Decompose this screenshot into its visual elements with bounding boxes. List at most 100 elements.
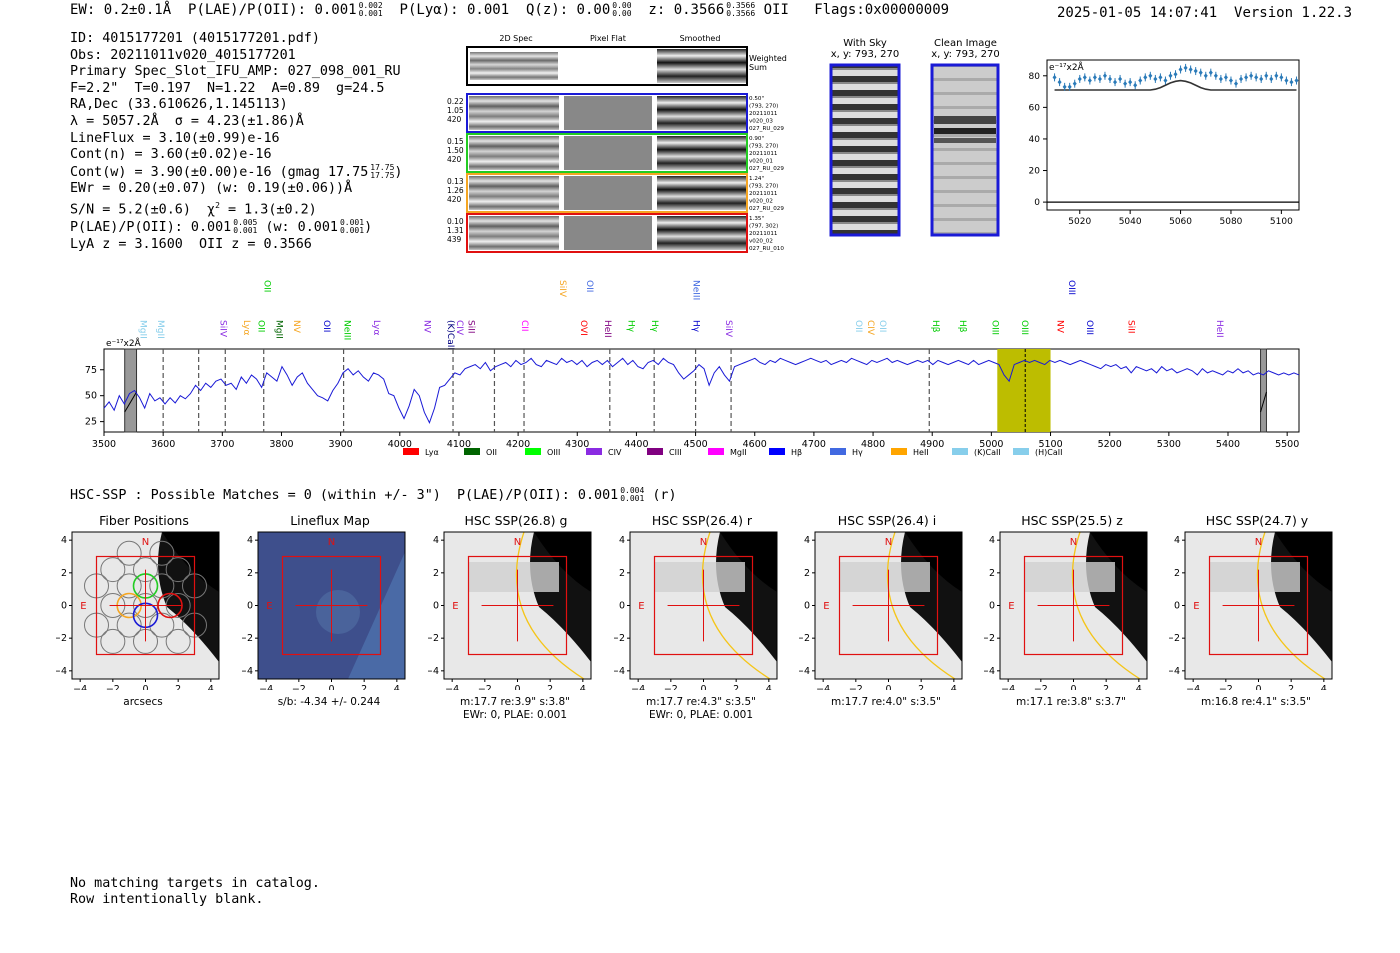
hsc-ytick: −4 — [428, 666, 439, 677]
footer-line-1: No matching targets in catalog. — [70, 876, 320, 891]
hsc-panel: N E −4 −4 −2 −2 0 0 2 2 4 4 — [984, 531, 1148, 690]
zoom-point — [1178, 66, 1183, 72]
hsc-xtick: 2 — [547, 684, 553, 690]
ew-value: EW: 0.2±0.1Å — [70, 2, 172, 18]
line-label: OII — [321, 320, 331, 332]
fiber-circle — [100, 557, 126, 583]
line-label-top: NeIII — [690, 280, 700, 300]
north-label: N — [1255, 537, 1262, 548]
north-label: N — [514, 537, 521, 548]
hsc-xtick: 2 — [175, 684, 181, 690]
hsc-ytick: 2 — [61, 568, 67, 579]
hsc-ytick: 4 — [247, 535, 253, 546]
info-lambda: λ = 5057.2Å σ = 4.23(±1.86)Å — [70, 113, 304, 129]
line-label: MgII — [273, 320, 283, 339]
cutout-meta: 027_RU_029 — [749, 206, 784, 212]
main-xtick: 4900 — [920, 439, 944, 450]
search-box — [838, 555, 939, 656]
line-label: SiIV — [217, 320, 227, 338]
hsc-ytick: −2 — [614, 633, 625, 644]
east-label: E — [823, 601, 829, 612]
line-label: SiIV — [723, 320, 733, 338]
hsc-panel-title: HSC SSP(25.5) z — [1021, 513, 1123, 528]
cutout-meta: 20211011 — [749, 231, 778, 237]
hsc-panel-caption: m:16.8 re:4.1" s:3.5" — [1201, 696, 1311, 708]
cutout-meta: 0.50" — [749, 96, 764, 102]
hsc-panel: N E −4 −4 −2 −2 0 0 2 2 4 4 — [428, 531, 592, 690]
zoom-point — [1279, 74, 1284, 80]
zoom-point — [1087, 78, 1092, 84]
col-flat-label: Pixel Flat — [590, 34, 626, 43]
line-label: OVI — [578, 320, 588, 336]
hsc-xtick: −2 — [292, 684, 306, 690]
cutout-stat: 0.22 — [447, 97, 464, 106]
main-xtick: 5200 — [1098, 439, 1122, 450]
line-label: Hγ — [691, 320, 701, 333]
zoom-point — [1143, 74, 1148, 80]
cutout-meta: v020_02 — [749, 239, 773, 245]
fiber-circle — [116, 612, 142, 638]
legend-swatch — [403, 448, 419, 455]
zoom-xtick: 5040 — [1119, 217, 1142, 227]
hsc-xtick: 4 — [394, 684, 400, 690]
main-xtick: 4700 — [802, 439, 826, 450]
main-xtick: 4000 — [388, 439, 412, 450]
north-label: N — [328, 537, 335, 548]
zoom-xtick: 5100 — [1270, 217, 1293, 227]
main-xtick: 3500 — [92, 439, 116, 450]
hsc-xtick: −4 — [1001, 684, 1015, 690]
info-sn: S/N = 5.2(±0.6) χ2 = 1.3(±0.2) — [70, 200, 317, 218]
hsc-panel-caption: m:17.7 re:4.0" s:3.5" — [831, 696, 941, 708]
hsc-panel-caption: m:17.7 re:4.3" s:3.5" EWr: 0, PLAE: 0.001 — [646, 696, 756, 721]
hsc-xtick: 0 — [514, 684, 520, 690]
cutout-meta: 027_RU_029 — [749, 166, 784, 172]
search-box — [95, 555, 196, 656]
hsc-panel-title: HSC SSP(26.4) i — [837, 513, 937, 528]
line-label: CIV — [454, 320, 464, 336]
zoom-point — [1092, 74, 1097, 80]
cutout-stat: 1.05 — [447, 106, 464, 115]
hsc-ytick: 0 — [433, 601, 439, 612]
legend-swatch — [586, 448, 602, 455]
zoom-model-line — [1054, 79, 1297, 91]
main-plot-frame — [103, 348, 1300, 433]
datetime: 2025-01-05 14:07:41 — [1057, 5, 1218, 21]
legend-swatch — [830, 448, 846, 455]
line-label: SiII — [1125, 320, 1135, 334]
cutout-meta: (793, 270) — [749, 184, 778, 190]
plya-value: P(Lyα): 0.001 — [399, 2, 510, 18]
hsc-ytick: −2 — [242, 633, 253, 644]
info-lyaz: LyA z = 3.1600 OII z = 0.3566 — [70, 236, 312, 252]
legend-swatch — [708, 448, 724, 455]
hsc-ytick: 0 — [1174, 601, 1180, 612]
info-lineflux: LineFlux = 3.10(±0.99)e-16 — [70, 130, 280, 146]
north-label: N — [142, 537, 149, 548]
zoom-point — [1284, 78, 1289, 84]
line-label: MgII — [137, 320, 147, 339]
legend-swatch — [952, 448, 968, 455]
line-label: (K)CaII — [445, 320, 455, 350]
zoom-point — [1254, 74, 1259, 80]
fiber-circle — [100, 628, 126, 654]
legend-label: MgII — [730, 448, 747, 457]
hsc-xtick: −4 — [816, 684, 830, 690]
zoom-point — [1118, 76, 1123, 82]
cutout-stat: 0.15 — [447, 137, 464, 146]
zoom-xtick: 5060 — [1169, 217, 1192, 227]
zoom-unit-label: e⁻¹⁷x2Å — [1049, 61, 1085, 73]
zoom-point — [1138, 78, 1143, 84]
footer-line-2: Row intentionally blank. — [70, 891, 264, 907]
main-xtick: 4800 — [861, 439, 885, 450]
hsc-xtick: 4 — [951, 684, 957, 690]
col-2d-label: 2D Spec — [499, 34, 532, 43]
header-line: EW: 0.2±0.1Å P(LAE)/P(OII): 0.001 0.002 0.… — [70, 2, 949, 19]
hsc-xtick: 0 — [700, 684, 706, 690]
cutout-meta: 027_RU_010 — [749, 246, 784, 252]
hsc-xtick: −2 — [849, 684, 863, 690]
hsc-xtick: 2 — [918, 684, 924, 690]
weighted-label: Weighted — [749, 54, 787, 63]
cutout-stat: 0.10 — [447, 217, 464, 226]
search-box — [281, 555, 382, 656]
cutout-meta: (797, 302) — [749, 224, 778, 230]
